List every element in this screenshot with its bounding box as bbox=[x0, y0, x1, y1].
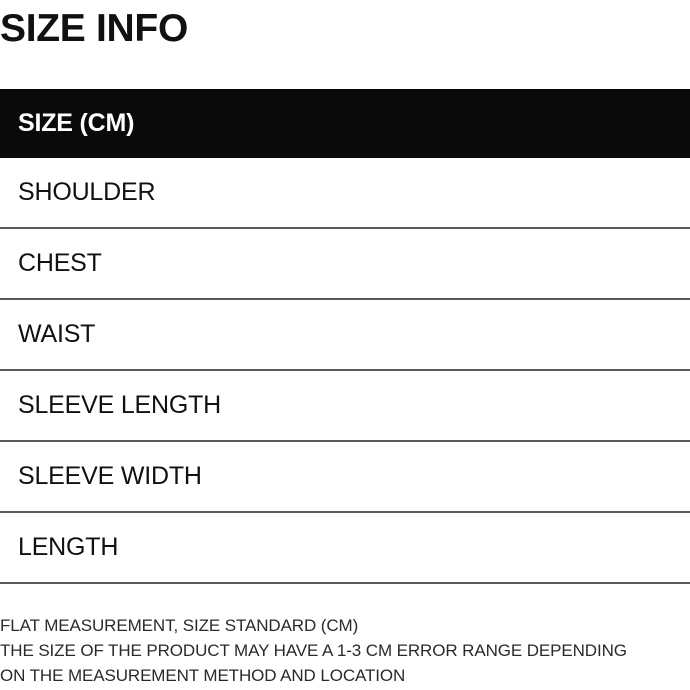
footnote-line-2: THE SIZE OF THE PRODUCT MAY HAVE A 1-3 C… bbox=[0, 641, 627, 660]
row-label-chest: CHEST bbox=[0, 228, 560, 300]
row-label-shoulder: SHOULDER bbox=[0, 158, 560, 229]
footnote-line-3: ON THE MEASUREMENT METHOD AND LOCATION bbox=[0, 666, 406, 685]
row-value-waist: 37 bbox=[560, 299, 690, 371]
table-row: SHOULDER 37 bbox=[0, 158, 690, 229]
row-value-chest: 44 bbox=[560, 228, 690, 300]
row-label-sleeve-width: SLEEVE WIDTH bbox=[0, 441, 560, 513]
footnotes: FLAT MEASUREMENT, SIZE STANDARD (CM) THE… bbox=[0, 613, 690, 688]
page-title: SIZE INFO bbox=[0, 7, 188, 50]
size-table: SIZE (CM) FREE SHOULDER 37 CHEST 44 WAIS… bbox=[0, 89, 690, 584]
table-row: SLEEVE LENGTH 57 bbox=[0, 370, 690, 442]
row-value-shoulder: 37 bbox=[560, 158, 690, 229]
table-header-row: SIZE (CM) FREE bbox=[0, 89, 690, 158]
table-row: CHEST 44 bbox=[0, 228, 690, 300]
table-row: LENGTH 38 bbox=[0, 512, 690, 584]
row-label-length: LENGTH bbox=[0, 512, 560, 584]
row-value-sleeve-width: 17 bbox=[560, 441, 690, 513]
column-header-size: SIZE (CM) bbox=[0, 89, 560, 158]
column-header-free: FREE bbox=[560, 89, 690, 158]
table-row: SLEEVE WIDTH 17 bbox=[0, 441, 690, 513]
size-table-body: SHOULDER 37 CHEST 44 WAIST 37 SLEEVE LEN… bbox=[0, 158, 690, 584]
row-value-sleeve-length: 57 bbox=[560, 370, 690, 442]
size-table-header: SIZE (CM) FREE bbox=[0, 89, 690, 158]
row-label-sleeve-length: SLEEVE LENGTH bbox=[0, 370, 560, 442]
row-label-waist: WAIST bbox=[0, 299, 560, 371]
table-row: WAIST 37 bbox=[0, 299, 690, 371]
footnote-line-1: FLAT MEASUREMENT, SIZE STANDARD (CM) bbox=[0, 616, 359, 635]
row-value-length: 38 bbox=[560, 512, 690, 584]
